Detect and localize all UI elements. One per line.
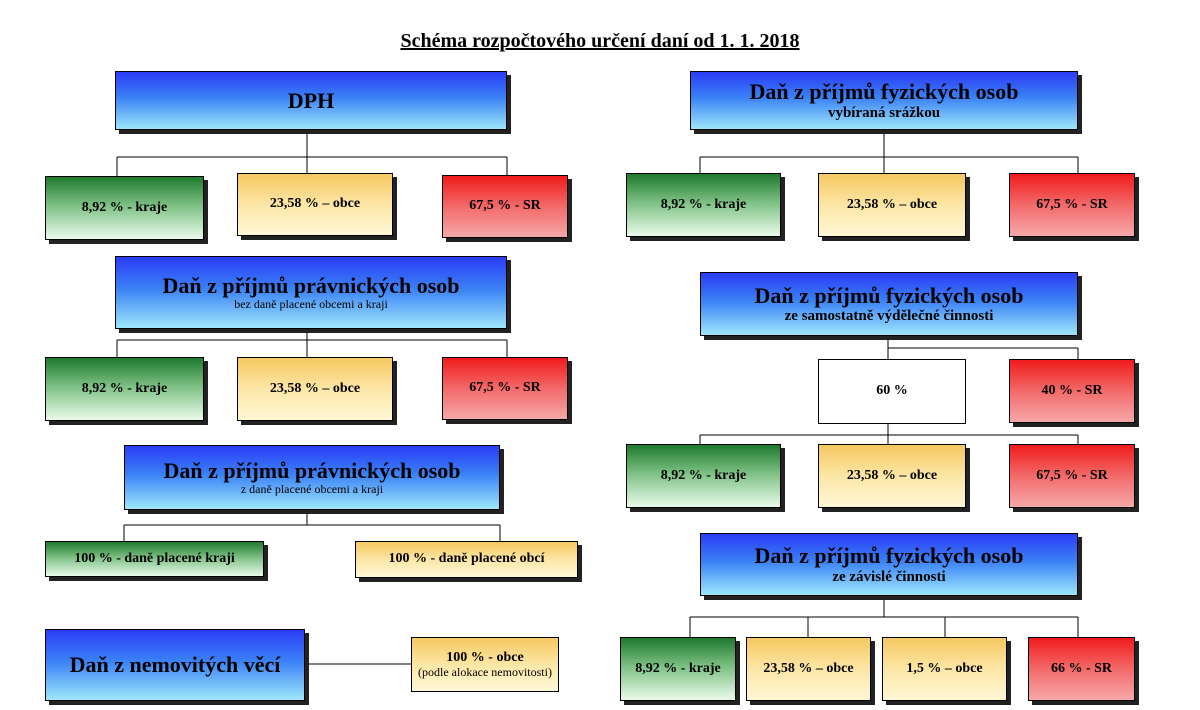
dpfo-osvc-title: Daň z příjmů fyzických osob [754, 282, 1024, 308]
dpfo-osvc-box: Daň z příjmů fyzických osob ze samostatn… [700, 272, 1078, 336]
dpfo-srazka-kraje-box: 8,92 % - kraje [626, 173, 781, 237]
dpfo-srazka-kraje-label: 8,92 % - kraje [660, 196, 747, 212]
dpfo-srazka-title: Daň z příjmů fyzických osob [749, 79, 1019, 105]
dpfo-osvc-sr-box: 67,5 % - SR [1009, 444, 1135, 508]
dpfo-osvc-kraje-label: 8,92 % - kraje [660, 467, 747, 483]
dpfo-osvc-60-label: 60 % [876, 383, 908, 399]
dph-sr-label: 67,5 % - SR [469, 198, 541, 214]
dppo-bez-obce-label: 23,58 % – obce [269, 380, 361, 396]
nemovitosti-title: Daň z nemovitých věcí [69, 652, 281, 678]
dpfo-osvc-sr-label: 67,5 % - SR [1036, 467, 1108, 483]
dppo-bez-subtitle: bez daně placené obcemi a kraji [234, 297, 388, 312]
dpfo-srazka-sr-box: 67,5 % - SR [1009, 173, 1135, 237]
dph-sr-box: 67,5 % - SR [442, 175, 568, 238]
dph-box: DPH [115, 71, 507, 130]
dpfo-zc-obce-label: 23,58 % – obce [763, 660, 854, 676]
dpfo-zc-box: Daň z příjmů fyzických osob ze závislé č… [700, 533, 1078, 596]
dph-kraje-box: 8,92 % - kraje [45, 176, 204, 240]
dpfo-osvc-obce-label: 23,58 % – obce [846, 467, 938, 483]
dph-obce-label: 23,58 % – obce [269, 196, 361, 212]
nemovitosti-obce-box: 100 % - obce (podle alokace nemovitosti) [411, 637, 559, 692]
dpfo-osvc-obce-box: 23,58 % – obce [818, 444, 966, 508]
dpfo-zc-sr-box: 66 % - SR [1028, 637, 1135, 701]
dppo-bez-obce-box: 23,58 % – obce [237, 357, 393, 421]
nemovitosti-obce-note: (podle alokace nemovitosti) [418, 664, 552, 679]
dppo-bez-sr-box: 67,5 % - SR [442, 357, 568, 420]
dppo-z-subtitle: z daně placené obcemi a kraji [240, 482, 384, 497]
dppo-bez-sr-label: 67,5 % - SR [469, 380, 541, 396]
dpfo-zc-obce-box: 23,58 % – obce [746, 637, 871, 701]
dph-title: DPH [287, 87, 335, 113]
dppo-z-kraje-box: 100 % - daně placené kraji [45, 541, 264, 577]
dpfo-zc-sr-label: 66 % - SR [1050, 660, 1113, 676]
dpfo-srazka-box: Daň z příjmů fyzických osob vybíraná srá… [690, 71, 1078, 130]
dppo-z-title: Daň z příjmů právnických osob [163, 457, 461, 483]
dppo-z-obce-box: 100 % - daně placené obcí [355, 541, 578, 578]
dpfo-srazka-sr-label: 67,5 % - SR [1036, 196, 1108, 212]
dpfo-osvc-kraje-box: 8,92 % - kraje [626, 444, 781, 508]
dppo-bez-box: Daň z příjmů právnických osob bez daně p… [115, 256, 507, 329]
dppo-z-box: Daň z příjmů právnických osob z daně pla… [124, 445, 500, 510]
diagram-title: Schéma rozpočtového určení daní od 1. 1.… [400, 30, 800, 52]
dpfo-srazka-subtitle: vybíraná srážkou [827, 104, 941, 121]
dph-obce-box: 23,58 % – obce [237, 173, 393, 236]
dppo-bez-kraje-label: 8,92 % - kraje [81, 380, 168, 396]
dpfo-zc-obce15-box: 1,5 % – obce [882, 637, 1007, 701]
dpfo-zc-subtitle: ze závislé činnosti [832, 568, 946, 585]
dppo-bez-title: Daň z příjmů právnických osob [162, 272, 460, 298]
dpfo-osvc-sr40-label: 40 % - SR [1041, 382, 1103, 398]
dppo-z-obce-label: 100 % - daně placené obcí [388, 551, 545, 567]
nemovitosti-obce-label: 100 % - obce [446, 649, 524, 665]
dpfo-osvc-60-box: 60 % [818, 359, 966, 424]
dpfo-osvc-subtitle: ze samostatně výdělečné činnosti [784, 308, 994, 325]
dpfo-srazka-obce-box: 23,58 % – obce [818, 173, 966, 237]
dpfo-zc-obce15-label: 1,5 % – obce [906, 660, 983, 676]
dpfo-zc-title: Daň z příjmů fyzických osob [754, 543, 1024, 569]
dpfo-zc-kraje-box: 8,92 % - kraje [620, 637, 736, 701]
dppo-z-kraje-label: 100 % - daně placené kraji [74, 550, 235, 566]
dph-kraje-label: 8,92 % - kraje [81, 199, 168, 215]
dpfo-osvc-sr40-box: 40 % - SR [1009, 359, 1135, 423]
dppo-bez-kraje-box: 8,92 % - kraje [45, 357, 204, 421]
nemovitosti-box: Daň z nemovitých věcí [45, 629, 305, 701]
dpfo-zc-kraje-label: 8,92 % - kraje [635, 660, 721, 676]
dpfo-srazka-obce-label: 23,58 % – obce [846, 196, 938, 212]
